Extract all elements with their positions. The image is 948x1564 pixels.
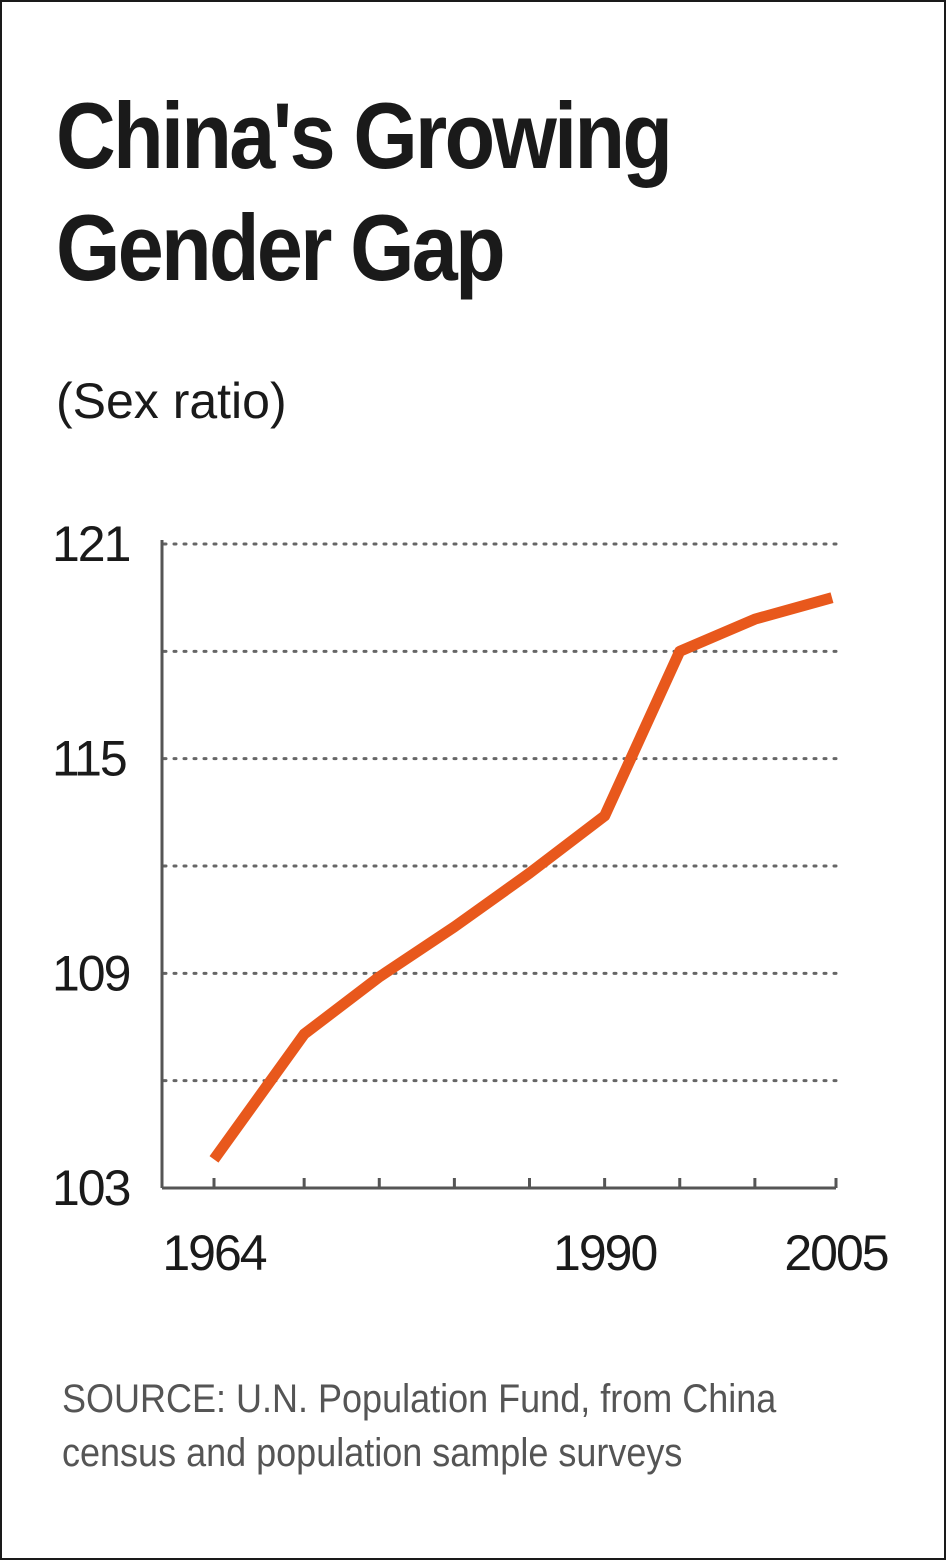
y-tick-label: 103 <box>52 1160 130 1216</box>
x-tick-label: 2005 <box>784 1225 887 1281</box>
source-note: SOURCE: U.N. Population Fund, from China… <box>62 1372 836 1480</box>
y-tick-label: 109 <box>52 945 130 1001</box>
y-tick-label: 121 <box>52 516 130 572</box>
chart-title: China's Growing Gender Gap <box>56 80 813 304</box>
y-tick-label: 115 <box>52 731 126 787</box>
source-line-1: SOURCE: U.N. Population Fund, from China <box>62 1377 777 1421</box>
series-line <box>209 592 834 1163</box>
title-line-2: Gender Gap <box>56 195 506 300</box>
x-tick-label: 1964 <box>162 1225 266 1281</box>
title-line-1: China's Growing <box>56 83 673 188</box>
x-tick-label: 1990 <box>553 1225 656 1281</box>
source-line-2: census and population sample surveys <box>62 1431 683 1475</box>
chart-subtitle: (Sex ratio) <box>56 373 287 429</box>
